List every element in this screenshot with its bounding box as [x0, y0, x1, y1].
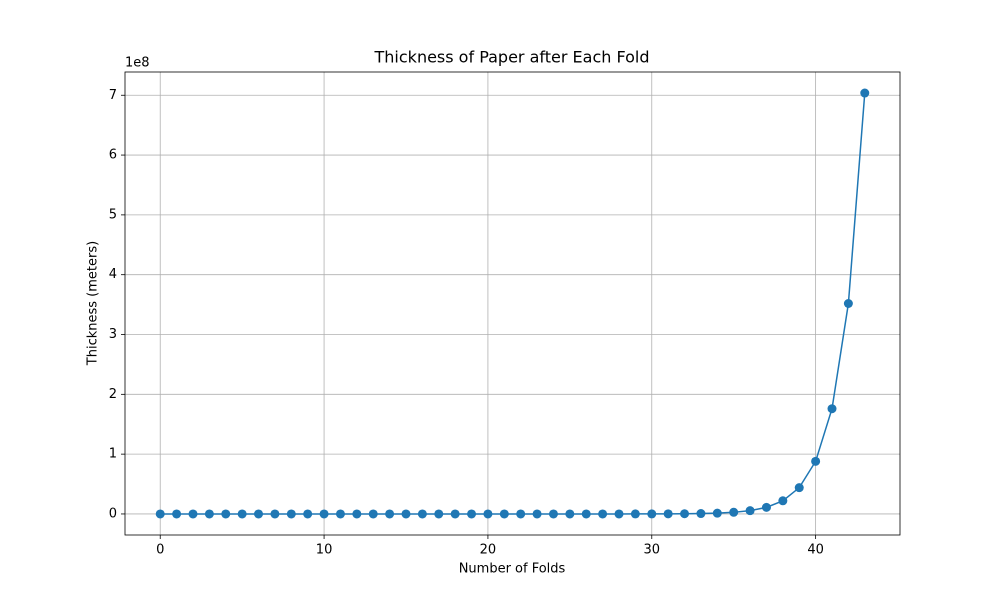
marker: [352, 509, 362, 519]
marker: [385, 509, 395, 519]
y-tick-label: 7: [109, 88, 117, 103]
marker: [647, 509, 657, 519]
marker: [204, 509, 214, 519]
y-tick-label: 1: [109, 447, 117, 462]
y-tick-label: 4: [109, 267, 117, 282]
plot-frame: [124, 71, 901, 536]
marker: [729, 507, 739, 517]
marker: [696, 509, 706, 519]
marker: [712, 508, 722, 518]
marker: [335, 509, 345, 519]
y-tick-label: 6: [109, 148, 117, 163]
marker: [548, 509, 558, 519]
marker: [745, 506, 755, 516]
marker: [516, 509, 526, 519]
marker: [794, 483, 804, 493]
marker: [630, 509, 640, 519]
marker: [155, 509, 165, 519]
marker: [843, 299, 853, 308]
x-tick-label: 10: [316, 543, 333, 558]
marker: [761, 502, 771, 512]
marker: [499, 509, 509, 519]
y-tick-label: 3: [109, 327, 117, 342]
line: [160, 92, 866, 515]
marker: [286, 509, 296, 519]
y-offset-text: 1e8: [125, 56, 150, 71]
marker: [254, 509, 264, 519]
x-tick-label: 40: [807, 543, 824, 558]
marker: [172, 509, 182, 519]
marker: [303, 509, 313, 519]
x-tick-label: 30: [643, 543, 660, 558]
marker: [368, 509, 378, 519]
x-tick-label: 0: [156, 543, 164, 558]
marker: [483, 509, 493, 519]
marker: [860, 88, 870, 98]
marker: [663, 509, 673, 519]
marker: [434, 509, 444, 519]
y-axis-label: Thickness (meters): [86, 241, 101, 366]
marker: [221, 509, 231, 519]
marker: [532, 509, 542, 519]
marker: [565, 509, 575, 519]
x-axis-label: Number of Folds: [459, 562, 566, 577]
chart-title: Thickness of Paper after Each Fold: [374, 48, 650, 67]
marker: [319, 509, 329, 519]
marker: [614, 509, 624, 519]
x-tick-label: 20: [480, 543, 497, 558]
y-tick-label: 5: [109, 207, 117, 222]
marker: [467, 509, 477, 519]
marker: [237, 509, 247, 519]
y-tick-label: 2: [109, 387, 117, 402]
marker: [827, 404, 837, 414]
marker: [680, 509, 690, 519]
marker: [270, 509, 280, 519]
marker: [417, 509, 427, 519]
y-tick-label: 0: [109, 506, 117, 521]
marker: [188, 509, 198, 519]
marker: [581, 509, 591, 519]
marker: [401, 509, 411, 519]
marker: [811, 456, 821, 466]
marker: [778, 496, 788, 506]
marker: [598, 509, 608, 519]
marker: [450, 509, 460, 519]
